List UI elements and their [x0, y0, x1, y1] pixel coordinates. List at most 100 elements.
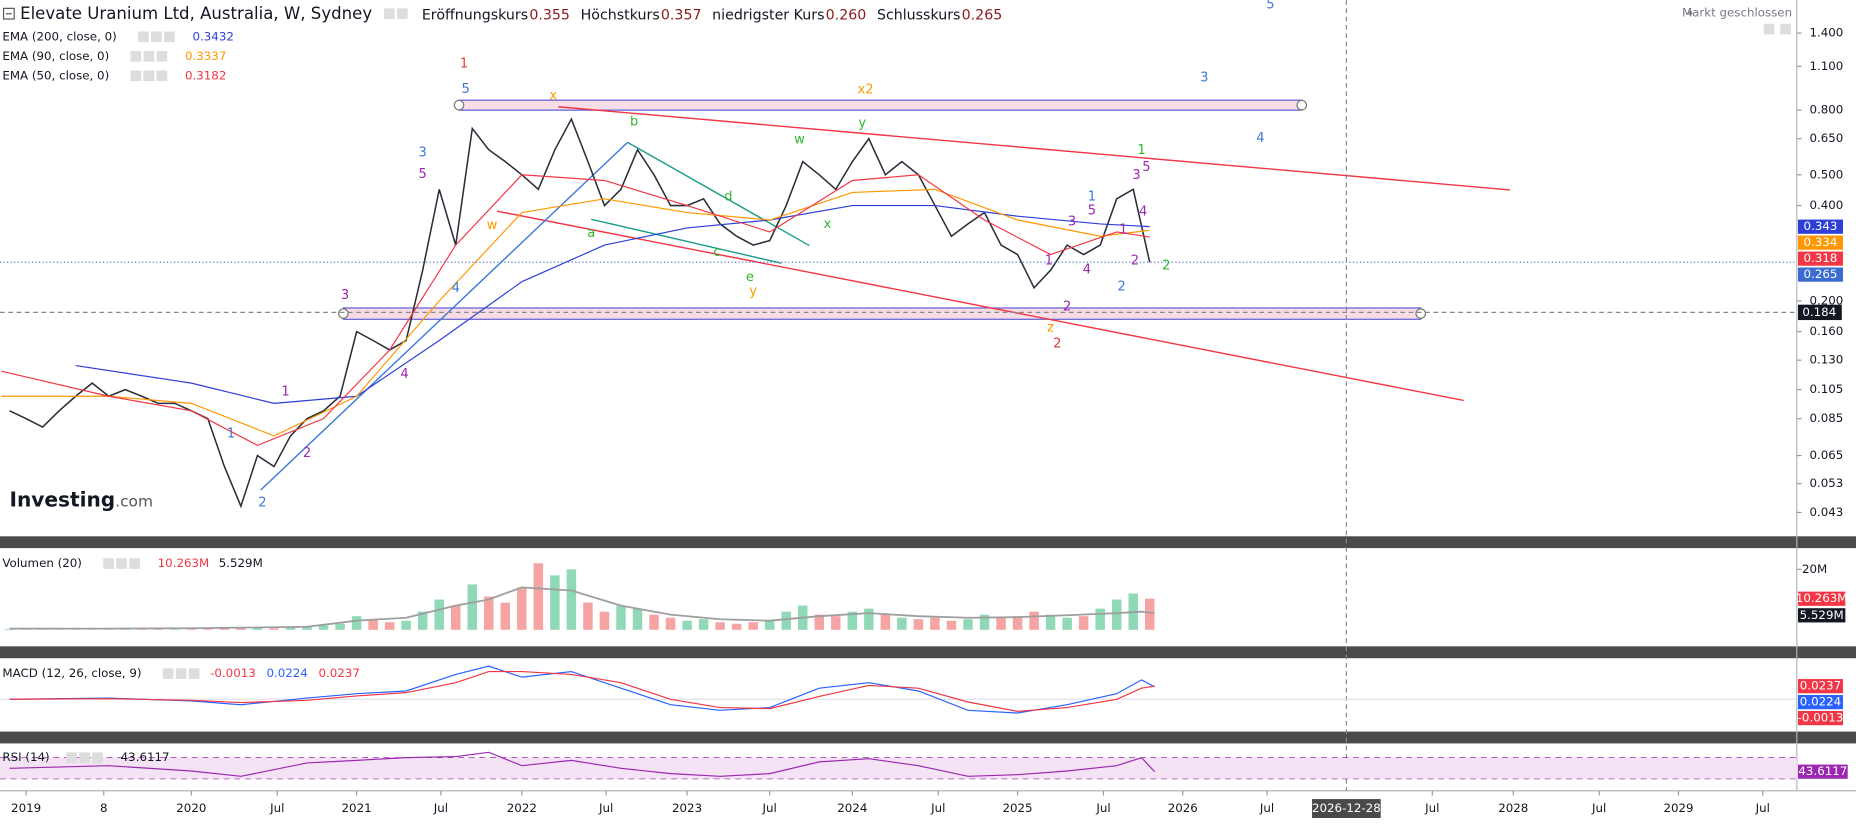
wave-label: 3 [1068, 214, 1076, 229]
market-status: Markt geschlossen [1682, 6, 1792, 20]
macd-axis-label: 0.0224 [1800, 695, 1841, 709]
button[interactable] [1780, 23, 1791, 35]
crosshair-x-box [1312, 799, 1381, 818]
wave-label: b [630, 115, 638, 130]
wave-label: 1 [1137, 143, 1145, 158]
button[interactable] [1763, 23, 1775, 35]
wave-label: c [713, 245, 720, 260]
collapse-icon[interactable] [2, 7, 15, 20]
volume-bar [616, 605, 626, 630]
wave-label: w [487, 218, 498, 233]
rsi-axis-label: 43.6117 [1798, 764, 1847, 778]
x-tick-label: 2019 [11, 801, 41, 815]
wave-label: 5 [419, 167, 427, 182]
y-tick-label: 0.043 [1809, 505, 1843, 519]
volume-bar [649, 614, 659, 630]
button[interactable] [129, 558, 140, 569]
crosshair-x-label: 2026-12-28 [1312, 801, 1381, 815]
button[interactable] [175, 668, 187, 679]
button[interactable] [383, 8, 395, 20]
wave-label: 1 [1119, 222, 1127, 237]
ohlc-label: Eröffnungskurs [422, 7, 528, 23]
x-tick-label: Jul [1755, 801, 1770, 815]
y-tick-label: 20M [1802, 562, 1827, 576]
volume-bar [203, 628, 213, 630]
button[interactable] [164, 31, 175, 43]
trend-line [627, 141, 810, 247]
button[interactable] [396, 8, 408, 20]
status-dot [1687, 10, 1693, 16]
crosshair-y-label: 0.184 [1802, 305, 1836, 319]
x-tick-label: 2020 [176, 801, 206, 815]
volume-bar [384, 622, 395, 630]
y-tick-label: 0.085 [1809, 411, 1843, 425]
volume-bar [996, 617, 1006, 630]
button[interactable] [151, 31, 162, 43]
button[interactable] [79, 752, 90, 763]
volume-ma [9, 586, 1155, 630]
handle[interactable] [1296, 99, 1308, 111]
trend-line [496, 210, 1464, 402]
wave-label: x2 [858, 83, 874, 98]
wave-label: 5 [462, 82, 470, 97]
volume-axis-box [1798, 608, 1846, 623]
chart-title: Elevate Uranium Ltd, Australia, W, Sydne… [20, 4, 372, 23]
wave-label: 1 [281, 385, 289, 400]
button[interactable] [143, 50, 155, 62]
y-tick-label: 0.053 [1809, 476, 1843, 490]
wave-label: 5 [1088, 204, 1096, 219]
button[interactable] [130, 70, 142, 82]
volume-bar [583, 602, 593, 630]
button[interactable] [162, 668, 174, 679]
button[interactable] [156, 70, 168, 82]
handle[interactable] [1415, 308, 1427, 319]
button[interactable] [130, 50, 142, 62]
volume-bar [351, 616, 362, 630]
button[interactable] [92, 752, 103, 763]
volume-bar [764, 620, 775, 630]
volume-bar [682, 620, 692, 630]
y-tick-label: 1.400 [1809, 26, 1843, 40]
price-axis-label: 0.343 [1804, 219, 1838, 233]
volume-bar [401, 620, 411, 630]
wave-label: 4 [452, 281, 460, 296]
ema-line [1, 188, 1150, 437]
x-tick-label: Jul [1095, 801, 1110, 815]
handle[interactable] [453, 99, 465, 111]
button[interactable] [156, 50, 168, 62]
watermark: Investing [9, 487, 115, 511]
wave-label: 1 [1045, 254, 1053, 269]
price-axis-label-box [1798, 219, 1843, 234]
x-tick-label: Jul [762, 801, 777, 815]
handle[interactable] [338, 308, 349, 319]
wave-label: 1 [1088, 189, 1096, 204]
trend-line [591, 218, 782, 264]
x-tick-label: Jul [930, 801, 945, 815]
price-axis-label: 0.318 [1804, 251, 1838, 265]
button[interactable] [188, 668, 200, 679]
volume-bar [781, 611, 791, 630]
volume-bar [632, 608, 643, 630]
button[interactable] [66, 752, 77, 763]
button[interactable] [143, 70, 155, 82]
volume-bar [979, 614, 990, 630]
button[interactable] [138, 31, 149, 43]
volume-bar [1078, 616, 1089, 630]
y-tick-label: 0.200 [1809, 293, 1843, 307]
x-tick-label: 2025 [1002, 801, 1032, 815]
separator [0, 731, 1856, 744]
volume-bar [880, 614, 891, 630]
button[interactable] [116, 558, 127, 569]
wave-label: 2 [258, 496, 266, 511]
price-axis-label: 0.334 [1804, 235, 1838, 249]
volume-bar [1062, 617, 1072, 630]
button[interactable] [103, 558, 114, 569]
trend-line [558, 106, 1511, 191]
volume-bar [484, 596, 494, 630]
y-tick-label: 0.500 [1809, 167, 1843, 181]
ohlc-value: 0.260 [826, 7, 867, 23]
macd-axis-label-box [1798, 695, 1843, 710]
volume-bar [665, 617, 676, 630]
volume-bar [417, 611, 428, 630]
price-axis-label-box [1798, 235, 1843, 250]
